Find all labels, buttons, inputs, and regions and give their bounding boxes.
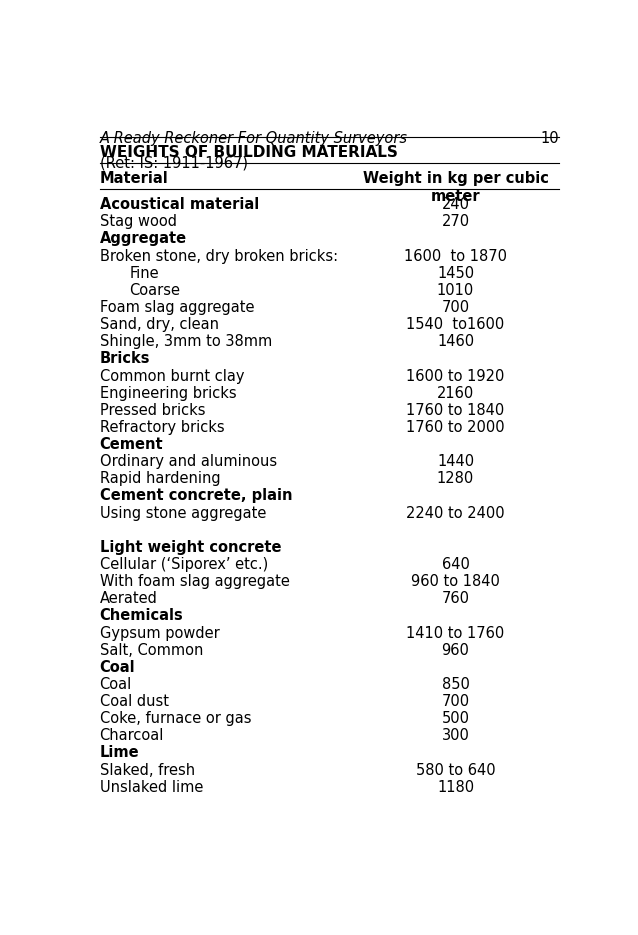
Text: 2240 to 2400: 2240 to 2400 [406, 506, 505, 521]
Text: 240: 240 [441, 197, 470, 212]
Text: Coal: Coal [100, 660, 135, 675]
Text: Foam slag aggregate: Foam slag aggregate [100, 300, 254, 315]
Text: Lime: Lime [100, 745, 139, 760]
Text: 760: 760 [441, 591, 470, 606]
Text: With foam slag aggregate: With foam slag aggregate [100, 574, 290, 589]
Text: Chemicals: Chemicals [100, 609, 183, 624]
Text: Sand, dry, clean: Sand, dry, clean [100, 317, 219, 332]
Text: Ordinary and aluminous: Ordinary and aluminous [100, 454, 277, 469]
Text: Coal dust: Coal dust [100, 694, 168, 709]
Text: Aerated: Aerated [100, 591, 158, 606]
Text: Cement: Cement [100, 437, 163, 452]
Text: Pressed bricks: Pressed bricks [100, 403, 205, 418]
Text: Salt, Common: Salt, Common [100, 642, 203, 657]
Text: Stag wood: Stag wood [100, 214, 177, 229]
Text: 10: 10 [541, 131, 560, 146]
Text: 300: 300 [441, 728, 470, 743]
Text: 270: 270 [441, 214, 470, 229]
Text: 1460: 1460 [437, 334, 474, 350]
Text: 960: 960 [441, 642, 470, 657]
Text: Charcoal: Charcoal [100, 728, 164, 743]
Text: 700: 700 [441, 694, 470, 709]
Text: Engineering bricks: Engineering bricks [100, 385, 236, 400]
Text: Coarse: Coarse [129, 282, 180, 298]
Text: Cellular (‘Siporex’ etc.): Cellular (‘Siporex’ etc.) [100, 557, 268, 572]
Text: Unslaked lime: Unslaked lime [100, 780, 203, 795]
Text: A Ready Reckoner For Quantity Surveyors: A Ready Reckoner For Quantity Surveyors [100, 131, 408, 146]
Text: Broken stone, dry broken bricks:: Broken stone, dry broken bricks: [100, 249, 338, 264]
Text: Slaked, fresh: Slaked, fresh [100, 763, 195, 778]
Text: (Ret: IS: 1911-1967): (Ret: IS: 1911-1967) [100, 155, 248, 170]
Text: Refractory bricks: Refractory bricks [100, 420, 224, 435]
Text: 500: 500 [441, 712, 470, 726]
Text: 1440: 1440 [437, 454, 474, 469]
Text: 580 to 640: 580 to 640 [416, 763, 495, 778]
Text: Light weight concrete: Light weight concrete [100, 539, 281, 554]
Text: 1180: 1180 [437, 780, 474, 795]
Text: Coke, furnace or gas: Coke, furnace or gas [100, 712, 251, 726]
Text: Using stone aggregate: Using stone aggregate [100, 506, 266, 521]
Text: Gypsum powder: Gypsum powder [100, 626, 219, 640]
Text: 1760 to 2000: 1760 to 2000 [406, 420, 505, 435]
Text: 960 to 1840: 960 to 1840 [411, 574, 500, 589]
Text: 1600  to 1870: 1600 to 1870 [404, 249, 507, 264]
Text: Common burnt clay: Common burnt clay [100, 368, 244, 383]
Text: 1450: 1450 [437, 266, 474, 280]
Text: 850: 850 [441, 677, 470, 692]
Text: 1540  to1600: 1540 to1600 [406, 317, 505, 332]
Text: 1410 to 1760: 1410 to 1760 [406, 626, 505, 640]
Text: Bricks: Bricks [100, 352, 150, 367]
Text: Fine: Fine [129, 266, 159, 280]
Text: Shingle, 3mm to 38mm: Shingle, 3mm to 38mm [100, 334, 272, 350]
Text: WEIGHTS OF BUILDING MATERIALS: WEIGHTS OF BUILDING MATERIALS [100, 145, 397, 160]
Text: Material: Material [100, 170, 168, 185]
Text: 1280: 1280 [437, 471, 474, 486]
Text: 1600 to 1920: 1600 to 1920 [406, 368, 505, 383]
Text: 640: 640 [441, 557, 470, 572]
Text: Rapid hardening: Rapid hardening [100, 471, 220, 486]
Text: Cement concrete, plain: Cement concrete, plain [100, 488, 292, 503]
Text: 700: 700 [441, 300, 470, 315]
Text: 2160: 2160 [437, 385, 474, 400]
Text: 1760 to 1840: 1760 to 1840 [406, 403, 505, 418]
Text: Coal: Coal [100, 677, 132, 692]
Text: Weight in kg per cubic
meter: Weight in kg per cubic meter [362, 170, 549, 204]
Text: Acoustical material: Acoustical material [100, 197, 259, 212]
Text: Aggregate: Aggregate [100, 232, 187, 247]
Text: 1010: 1010 [437, 282, 474, 298]
